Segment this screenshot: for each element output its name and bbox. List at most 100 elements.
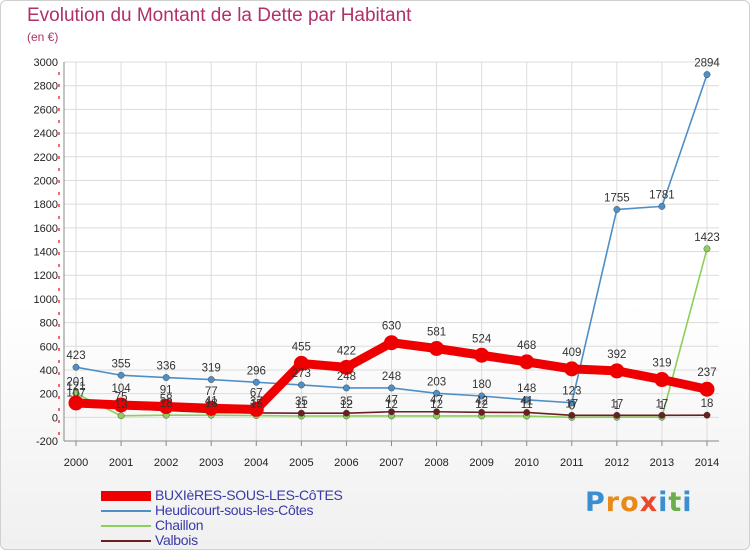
data-point-buxieres [248, 401, 264, 417]
legend-swatch-valbois [101, 540, 151, 542]
x-tick-label: 2013 [650, 457, 674, 469]
data-point-valbois [297, 409, 305, 417]
x-tick-label: 2005 [289, 457, 313, 469]
legend-item-buxieres[interactable]: BUXIèRES-SOUS-LES-CôTES [101, 487, 381, 503]
chart-title: Evolution du Montant de la Dette par Hab… [27, 5, 412, 26]
data-label-valbois: 58 [160, 393, 173, 405]
data-point-buxieres [113, 397, 129, 413]
data-label-buxieres: 630 [382, 321, 401, 333]
data-point-buxieres [474, 347, 490, 363]
data-point-heudicourt [388, 384, 395, 392]
data-label-valbois: 42 [475, 395, 488, 407]
legend-item-valbois[interactable]: Valbois [101, 532, 381, 548]
axes: -200020040060080010001200140016001800200… [34, 57, 720, 469]
data-label-valbois: 37 [250, 396, 263, 408]
data-label-chaillon: 18 [205, 398, 218, 410]
legend: BUXIèRES-SOUS-LES-CôTES Heudicourt-sous-… [101, 487, 381, 548]
data-label-heudicourt: 248 [382, 371, 401, 383]
data-point-buxieres [68, 395, 84, 411]
data-label-heudicourt: 273 [292, 368, 311, 380]
data-label-heudicourt: 1755 [604, 192, 630, 204]
data-point-valbois [658, 411, 666, 419]
logo-letter: r [605, 487, 621, 518]
y-tick-label: 2200 [34, 152, 58, 164]
data-point-heudicourt [72, 363, 80, 371]
data-label-valbois: 35 [295, 396, 308, 408]
chart-subtitle: (en €) [27, 30, 59, 44]
data-label-valbois: 18 [701, 398, 714, 410]
data-point-heudicourt [568, 399, 576, 407]
data-point-buxieres [654, 372, 670, 388]
y-tick-label: 800 [40, 318, 58, 330]
data-label-heudicourt: 248 [337, 371, 356, 383]
logo-letter: i [658, 487, 669, 518]
data-point-valbois [703, 411, 711, 419]
data-label-buxieres: 237 [697, 367, 716, 379]
data-point-buxieres [384, 335, 399, 351]
data-label-heudicourt: 180 [472, 379, 491, 391]
data-point-chaillon [117, 412, 125, 420]
y-tick-label: 2000 [34, 175, 58, 187]
data-label-heudicourt: 148 [517, 383, 536, 395]
data-point-heudicourt [117, 371, 125, 379]
data-label-chaillon: 11 [521, 399, 533, 411]
x-tick-label: 2004 [244, 457, 268, 469]
data-label-chaillon: 1423 [694, 232, 720, 244]
data-label-chaillon: 12 [385, 399, 398, 411]
data-label-buxieres: 524 [472, 333, 492, 345]
data-label-chaillon: 11 [295, 399, 307, 411]
proxiti-logo: Proxiti [585, 487, 693, 518]
data-label-heudicourt: 336 [157, 361, 176, 373]
x-tick-label: 2001 [109, 457, 133, 469]
data-label-chaillon: 12 [475, 399, 488, 411]
data-point-buxieres [338, 359, 354, 375]
logo-letter: o [620, 487, 640, 518]
data-label-buxieres: 77 [205, 386, 218, 398]
x-tick-label: 2007 [379, 457, 403, 469]
data-label-chaillon: 18 [160, 398, 173, 410]
data-label-valbois: 41 [205, 395, 218, 407]
data-label-buxieres: 422 [337, 345, 356, 357]
data-label-buxieres: 91 [160, 385, 173, 397]
data-label-heudicourt: 319 [202, 363, 221, 375]
data-point-valbois [523, 409, 531, 416]
data-point-buxieres [564, 361, 580, 377]
data-point-buxieres [203, 400, 219, 416]
data-point-heudicourt [523, 396, 531, 404]
y-tick-label: 3000 [34, 57, 58, 69]
data-label-buxieres: 104 [111, 383, 131, 395]
y-tick-label: 2800 [34, 81, 58, 93]
data-point-buxieres [519, 354, 535, 370]
data-label-chaillon: 1 [659, 400, 665, 412]
logo-letter: i [682, 487, 693, 518]
data-label-chaillon: 201 [66, 377, 85, 389]
data-point-heudicourt [478, 392, 486, 400]
data-label-buxieres: 468 [517, 340, 536, 352]
data-point-heudicourt [343, 384, 350, 392]
x-tick-label: 2000 [64, 457, 88, 469]
data-label-buxieres: 67 [250, 387, 263, 399]
logo-letter: x [639, 487, 659, 518]
legend-item-chaillon[interactable]: Chaillon [101, 517, 381, 533]
y-tick-label: 2400 [34, 128, 58, 140]
data-label-valbois: 107 [66, 388, 85, 400]
data-label-heudicourt: 123 [562, 386, 581, 398]
data-point-heudicourt [252, 378, 260, 386]
x-tick-label: 2009 [469, 457, 493, 469]
data-label-heudicourt: 1781 [649, 189, 675, 201]
x-tick-label: 2012 [605, 457, 629, 469]
data-point-heudicourt [658, 202, 666, 210]
data-point-valbois [388, 408, 395, 416]
data-label-buxieres: 581 [427, 327, 446, 339]
legend-item-heudicourt[interactable]: Heudicourt-sous-les-Côtes [101, 502, 381, 518]
y-tick-label: 200 [40, 389, 58, 401]
x-tick-label: 2010 [514, 457, 538, 469]
legend-label-heudicourt: Heudicourt-sous-les-Côtes [155, 502, 314, 518]
x-tick-label: 2003 [199, 457, 223, 469]
y-tick-label: 1600 [34, 223, 58, 235]
legend-label-valbois: Valbois [155, 532, 198, 548]
data-label-chaillon: 0 [569, 400, 575, 412]
x-tick-label: 2006 [334, 457, 358, 469]
